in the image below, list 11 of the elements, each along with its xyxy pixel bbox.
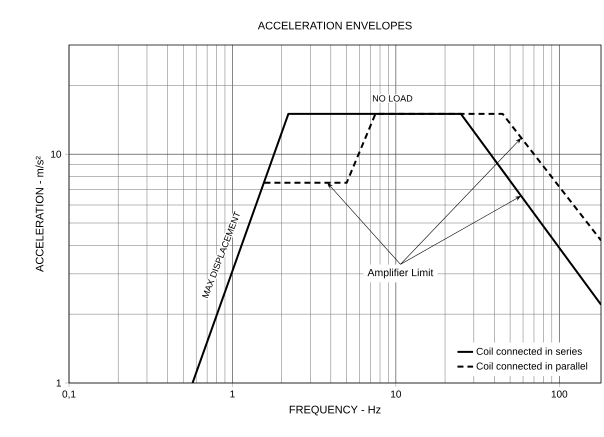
annotation: Amplifier Limit	[367, 268, 434, 278]
x-tick-label: 0,1	[62, 390, 76, 399]
x-axis-title: FREQUENCY - Hz	[290, 406, 381, 416]
x-tick-label: 100	[552, 390, 568, 398]
legend-label: Coil connected in series	[476, 348, 582, 355]
x-tick-label: 10	[391, 390, 402, 398]
y-axis-title: ACCELERATION - m/s²	[35, 156, 44, 272]
annotation: NO LOAD	[372, 95, 412, 102]
x-tick-label: 1	[230, 390, 235, 398]
legend-label: Coil connected in parallel	[476, 362, 588, 372]
chart-title: ACCELERATION ENVELOPES	[258, 22, 412, 30]
